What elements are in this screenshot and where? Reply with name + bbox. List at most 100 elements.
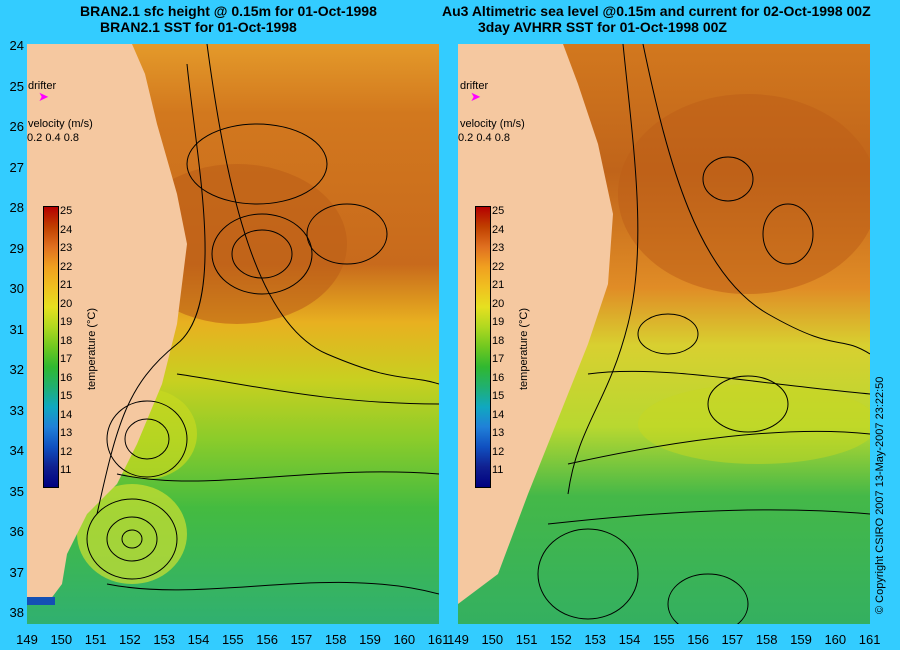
left-colorbar-tick: 16 — [60, 371, 73, 384]
left-longitude-label: 149 — [16, 632, 38, 647]
right-map-svg — [458, 44, 870, 624]
latitude-label: 35 — [9, 483, 24, 499]
left-velocity-scale: 0.2 0.4 0.8 — [27, 132, 79, 144]
left-colorbar-tick: 24 — [60, 223, 73, 236]
right-longitude-label: 155 — [652, 632, 675, 647]
left-colorbar — [43, 206, 59, 488]
right-longitude-label: 151 — [515, 632, 538, 647]
right-warm-region — [618, 94, 870, 294]
latitude-label: 37 — [9, 564, 24, 580]
left-colorbar-tick: 20 — [60, 297, 73, 310]
left-colorbar-tick: 19 — [60, 316, 73, 328]
right-cool-region — [638, 384, 870, 464]
latitude-label: 26 — [9, 119, 24, 134]
right-colorbar-tick: 20 — [492, 297, 505, 310]
left-longitude-label: 154 — [187, 632, 210, 647]
right-colorbar-tick: 14 — [492, 408, 505, 421]
left-colorbar-tick: 22 — [60, 260, 73, 273]
right-colorbar — [475, 206, 491, 488]
left-longitude-label: 150 — [50, 632, 73, 647]
right-title-2: 3day AVHRR SST for 01-Oct-1998 00Z — [478, 19, 727, 35]
right-colorbar-tick: 11 — [492, 464, 504, 476]
right-longitude-label: 156 — [687, 632, 709, 647]
left-map-svg — [27, 44, 439, 624]
left-land — [27, 44, 187, 604]
latitude-label: 27 — [9, 159, 24, 175]
right-longitude-label: 152 — [550, 632, 572, 647]
left-colorbar-tick: 25 — [60, 205, 73, 217]
right-colorbar-tick: 17 — [492, 353, 505, 365]
right-velocity-scale: 0.2 0.4 0.8 — [458, 132, 510, 144]
left-title-2: BRAN2.1 SST for 01-Oct-1998 — [100, 19, 297, 35]
left-drifter-label: drifter — [28, 80, 57, 92]
right-longitude-label: 159 — [790, 632, 812, 647]
left-longitude-label: 158 — [324, 632, 347, 647]
copyright-text: © Copyright CSIRO 2007 13-May-2007 23:22… — [874, 376, 886, 614]
right-colorbar-tick: 21 — [492, 279, 505, 291]
right-title-1: Au3 Altimetric sea level @0.15m and curr… — [442, 3, 871, 19]
right-colorbar-tick: 13 — [492, 427, 505, 439]
right-longitude-label: 161 — [858, 632, 881, 647]
right-drifter-label: drifter — [460, 80, 489, 92]
right-colorbar-tick: 24 — [492, 223, 505, 236]
latitude-label: 38 — [9, 605, 24, 620]
left-colorbar-title: temperature (°C) — [86, 307, 98, 390]
right-longitude-label: 153 — [584, 632, 607, 647]
right-longitude-label: 154 — [618, 632, 641, 647]
left-longitude-label: 157 — [290, 632, 313, 647]
right-contours — [537, 44, 870, 624]
right-colorbar-tick: 25 — [492, 205, 505, 217]
latitude-label: 31 — [9, 321, 24, 337]
left-map-panel — [27, 44, 439, 624]
right-colorbar-tick: 15 — [492, 390, 505, 402]
left-colorbar-tick: 18 — [60, 334, 73, 347]
left-colorbar-tick: 21 — [60, 279, 73, 291]
latitude-label: 28 — [9, 200, 24, 215]
latitude-label: 32 — [9, 362, 24, 377]
right-colorbar-tick: 19 — [492, 316, 505, 328]
right-colorbar-tick: 22 — [492, 260, 505, 273]
left-colorbar-tick: 23 — [60, 242, 73, 254]
left-longitude-label: 155 — [221, 632, 244, 647]
left-cool-eddy-2 — [77, 484, 187, 584]
left-longitude-label: 160 — [393, 632, 416, 647]
left-colorbar-tick: 17 — [60, 353, 73, 365]
right-longitude-label: 149 — [447, 632, 469, 647]
left-longitude-label: 151 — [84, 632, 107, 647]
right-colorbar-tick: 16 — [492, 371, 505, 384]
left-longitude-label: 153 — [153, 632, 176, 647]
left-colorbar-tick: 11 — [60, 464, 72, 476]
left-colorbar-tick: 13 — [60, 427, 73, 439]
latitude-label: 25 — [9, 78, 24, 94]
left-drifter-marker: ➤ — [38, 89, 49, 104]
left-contours — [86, 44, 439, 595]
right-longitude-label: 150 — [481, 632, 504, 647]
left-longitude-label: 152 — [119, 632, 141, 647]
right-drifter-marker: ➤ — [470, 89, 481, 104]
right-velocity-label: velocity (m/s) — [460, 118, 525, 130]
right-map-panel — [458, 44, 870, 624]
left-colorbar-tick: 12 — [60, 445, 73, 458]
latitude-label: 36 — [9, 524, 24, 539]
left-velocity-label: velocity (m/s) — [28, 118, 93, 130]
right-longitude-label: 157 — [721, 632, 744, 647]
latitude-label: 24 — [9, 38, 24, 53]
left-longitude-label: 159 — [359, 632, 381, 647]
latitude-label: 34 — [9, 443, 24, 458]
left-longitude-label: 156 — [256, 632, 278, 647]
latitude-label: 30 — [9, 281, 24, 296]
left-colorbar-tick: 15 — [60, 390, 73, 402]
right-longitude-label: 158 — [755, 632, 778, 647]
right-longitude-label: 160 — [824, 632, 847, 647]
latitude-label: 33 — [9, 402, 24, 418]
right-colorbar-tick: 23 — [492, 242, 505, 254]
left-title-1: BRAN2.1 sfc height @ 0.15m for 01-Oct-19… — [80, 3, 377, 19]
right-land — [458, 44, 613, 604]
right-colorbar-title: temperature (°C) — [518, 307, 530, 390]
left-colorbar-tick: 14 — [60, 408, 73, 421]
latitude-label: 29 — [9, 240, 24, 256]
right-colorbar-tick: 18 — [492, 334, 505, 347]
left-longitude-label: 161 — [427, 632, 450, 647]
right-colorbar-tick: 12 — [492, 445, 505, 458]
left-coast-cold — [27, 597, 55, 605]
